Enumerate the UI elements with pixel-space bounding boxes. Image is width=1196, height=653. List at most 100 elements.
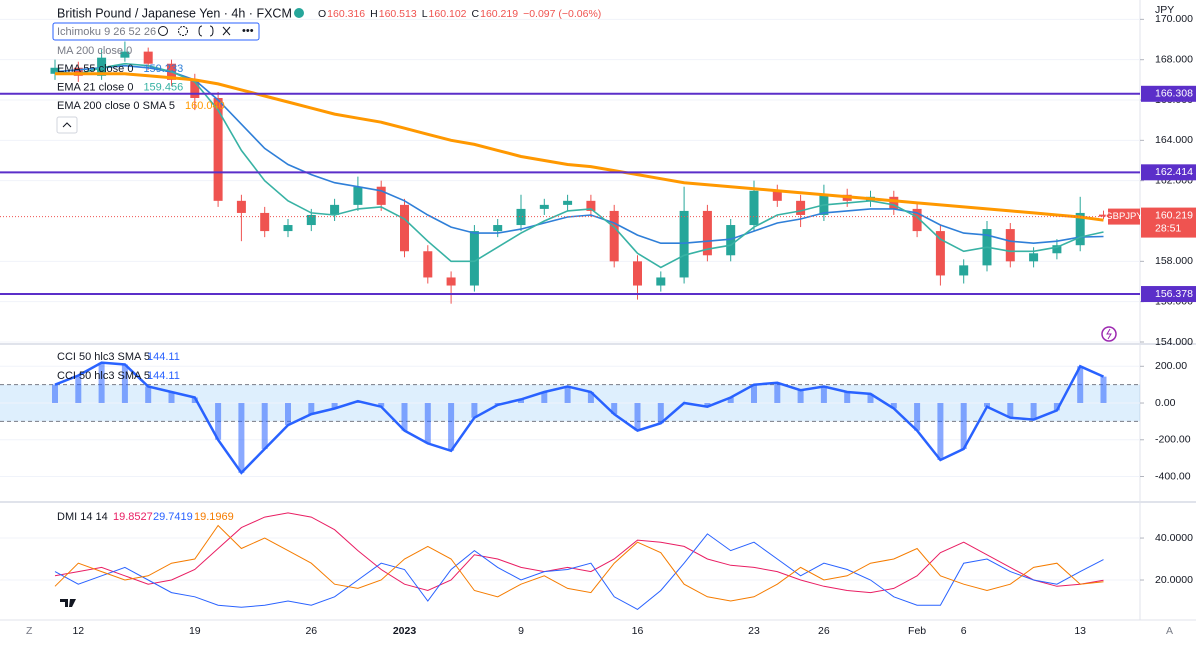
plot-layer — [0, 18, 1144, 610]
candle-body — [772, 190, 782, 201]
currency-label: JPY — [1155, 4, 1174, 16]
y-tick-label: 20.0000 — [1155, 574, 1193, 586]
candle-body — [400, 204, 409, 252]
candle-body — [469, 231, 479, 286]
ema-line — [55, 72, 1104, 222]
settings-icon[interactable] — [178, 26, 188, 36]
more-icon[interactable]: ••• — [242, 25, 254, 37]
y-tick-label: -400.00 — [1155, 470, 1191, 482]
y-tick-label: 40.0000 — [1155, 532, 1193, 544]
level-price-box — [1141, 286, 1196, 303]
candle-body — [97, 57, 107, 76]
market-status — [294, 8, 304, 18]
alert-icon[interactable] — [1101, 326, 1117, 342]
candle-body — [190, 79, 200, 98]
candle-body — [702, 210, 712, 256]
dmi-line — [54, 512, 1104, 594]
candle-body — [796, 200, 806, 215]
indicator-box[interactable] — [52, 22, 260, 41]
level-price-label: 156.378 — [1155, 288, 1193, 300]
indicator-label: Ichimoku 9 26 52 26 — [57, 26, 156, 38]
x-tick-label: 23 — [748, 625, 760, 637]
countdown-label: 28:51 — [1155, 222, 1181, 234]
dmi-value: 29.7419 — [153, 511, 193, 523]
x-tick-label: 6 — [961, 625, 967, 637]
indicator-value: 160.040 — [185, 100, 225, 112]
collapse-icon — [62, 122, 72, 128]
indicator-legend: EMA 200 close 0 SMA 5 — [57, 100, 175, 112]
x-tick-label: Feb — [908, 625, 926, 637]
x-tick-label: 2023 — [393, 625, 417, 637]
level-price-label: 166.308 — [1155, 88, 1193, 100]
candle-body — [260, 212, 270, 232]
source-icon[interactable] — [198, 25, 214, 37]
current-price-label: 160.219 — [1155, 209, 1193, 221]
indicator-label: MA 200 close 0 — [57, 45, 132, 57]
level-price-box — [1141, 164, 1196, 181]
candle-body — [563, 200, 573, 205]
cci-value: 144.11 — [147, 370, 180, 382]
remove-icon[interactable] — [222, 26, 231, 36]
indicator-legend: EMA 21 close 0 — [57, 81, 133, 93]
y-tick-label: 164.000 — [1155, 134, 1193, 146]
ema-line — [54, 62, 1104, 269]
candle-body — [912, 208, 922, 232]
x-tick-label: 26 — [305, 625, 317, 637]
indicator-value: 159.233 — [143, 63, 183, 75]
candle-body — [1029, 253, 1039, 262]
candle-body — [656, 277, 666, 286]
dmi-line — [54, 533, 1104, 610]
candle-body — [749, 190, 759, 226]
ohlc-prefix: H — [370, 8, 378, 20]
y-tick-label: 168.000 — [1155, 53, 1193, 65]
overlay-layer: British Pound / Japanese Yen · 4h · FXCM… — [26, 4, 1196, 637]
indicator-legend: EMA 55 close 0 — [57, 63, 133, 75]
candle-body — [236, 200, 246, 213]
candle-body — [539, 204, 549, 209]
price-change: −0.097 (−0.06%) — [523, 8, 601, 20]
candle-body — [376, 186, 386, 205]
collapse-button[interactable] — [56, 116, 78, 134]
x-tick-label: 16 — [632, 625, 644, 637]
timezone-button[interactable]: Z — [26, 625, 33, 637]
candle-body — [493, 225, 503, 232]
x-tick-label: 12 — [72, 625, 84, 637]
candle-body — [633, 261, 642, 286]
candle-body — [1005, 229, 1015, 262]
candle-body — [446, 277, 456, 286]
y-tick-label: 0.00 — [1155, 397, 1176, 409]
candle-body — [516, 208, 526, 226]
ohlc-value: 160.513 — [379, 8, 417, 20]
alert-bolt — [1106, 328, 1112, 340]
level-price-label: 162.414 — [1155, 166, 1193, 178]
dmi-value: 19.1969 — [194, 511, 234, 523]
candle-body — [120, 51, 130, 58]
candle-body — [679, 210, 689, 278]
ohlc-value: 160.316 — [327, 8, 365, 20]
candle-body — [306, 214, 316, 226]
candle-body — [50, 67, 60, 74]
ohlc-value: 160.102 — [429, 8, 467, 20]
candle-body — [330, 204, 340, 215]
symbol-label: GBPJPY — [1105, 211, 1143, 222]
candle-body — [283, 225, 293, 232]
candle-body — [1052, 245, 1062, 254]
cci-legend: CCI 50 hlc3 SMA 5 — [57, 370, 150, 382]
auto-scale-button[interactable]: A — [1166, 625, 1173, 637]
visibility-icon[interactable] — [158, 26, 168, 36]
y-tick-label: 170.000 — [1155, 13, 1193, 25]
ohlc-prefix: O — [318, 8, 326, 20]
ema-line — [54, 64, 1104, 245]
symbol-title: British Pound / Japanese Yen · 4h · FXCM — [57, 6, 292, 20]
candle-body — [1075, 212, 1085, 246]
dmi-value: 19.8527 — [113, 511, 153, 523]
indicator-value: 159.456 — [143, 81, 183, 93]
ohlc-prefix: L — [422, 8, 428, 20]
ohlc-prefix: C — [472, 8, 480, 20]
candle-body — [935, 231, 945, 276]
candle-body — [609, 210, 619, 262]
candle-body — [73, 67, 83, 76]
tv-logo — [60, 599, 76, 607]
